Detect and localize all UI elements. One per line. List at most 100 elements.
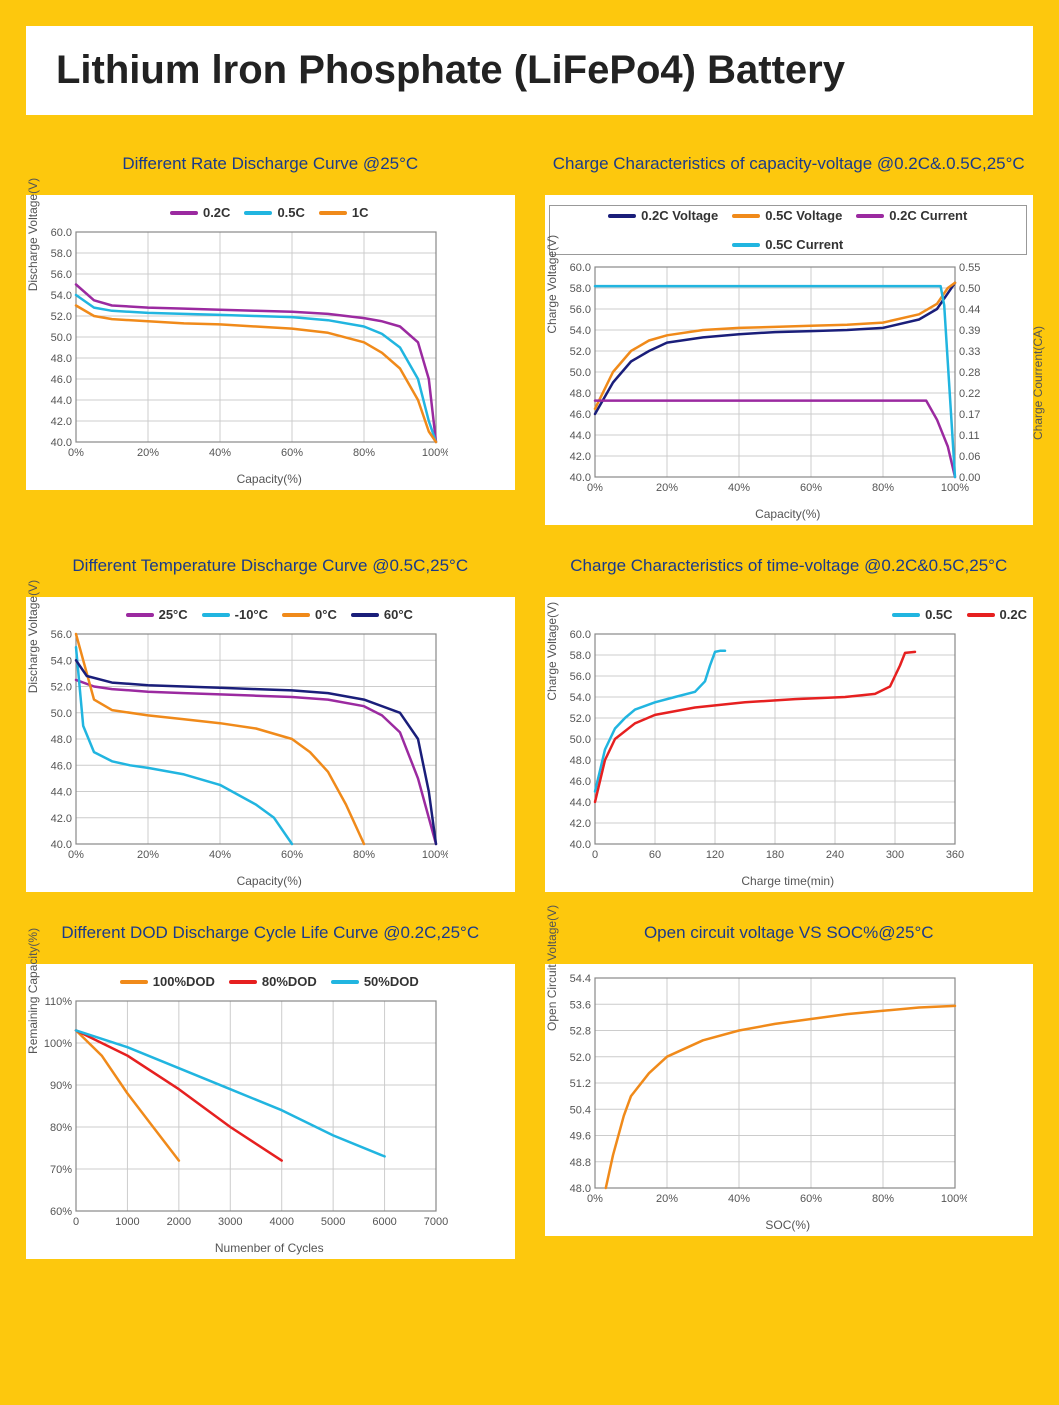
y-axis-label: Discharge Voltage(V) — [26, 580, 40, 693]
chart-legend: 0.5C 0.2C — [549, 607, 1028, 622]
y-axis-label: Charge Voltage(V) — [545, 602, 559, 701]
legend-label: 0.5C Current — [765, 237, 843, 252]
svg-text:44.0: 44.0 — [51, 395, 72, 407]
legend-swatch — [351, 613, 379, 617]
svg-text:120: 120 — [705, 849, 723, 861]
chart-title: Open circuit voltage VS SOC%@25°C — [545, 912, 1034, 954]
legend-label: 0.5C — [925, 607, 952, 622]
legend-label: 0.5C Voltage — [765, 208, 842, 223]
svg-text:46.0: 46.0 — [51, 760, 72, 772]
svg-text:2000: 2000 — [167, 1216, 191, 1228]
svg-text:4000: 4000 — [269, 1216, 293, 1228]
svg-text:52.0: 52.0 — [569, 713, 590, 725]
legend-swatch — [120, 980, 148, 984]
y-axis-label: Open Circuit Voltage(V) — [545, 905, 559, 1031]
y-axis-label: Remaining Capacity(%) — [26, 928, 40, 1054]
chart-plot-wrap: Discharge Voltage(V) 0%20%40%60%80%100%4… — [30, 226, 509, 470]
svg-text:40%: 40% — [727, 1193, 749, 1205]
svg-text:60%: 60% — [281, 849, 303, 861]
svg-text:1000: 1000 — [115, 1216, 139, 1228]
y-axis-label: Discharge Voltage(V) — [26, 178, 40, 291]
svg-text:48.8: 48.8 — [569, 1157, 590, 1169]
chart-cell-c5: Different DOD Discharge Cycle Life Curve… — [26, 912, 515, 1259]
svg-text:44.0: 44.0 — [569, 797, 590, 809]
page-title: Lithium lron Phosphate (LiFePo4) Battery — [56, 48, 1003, 93]
legend-label: 0°C — [315, 607, 337, 622]
legend-swatch — [608, 214, 636, 218]
svg-text:0.39: 0.39 — [959, 325, 980, 337]
svg-text:44.0: 44.0 — [51, 787, 72, 799]
legend-label: 0.2C — [1000, 607, 1027, 622]
chart-legend: 100%DOD 80%DOD 50%DOD — [30, 974, 509, 989]
svg-text:300: 300 — [885, 849, 903, 861]
x-axis-label: SOC(%) — [549, 1218, 1028, 1232]
chart-title: Different Temperature Discharge Curve @0… — [26, 545, 515, 587]
svg-text:0.11: 0.11 — [959, 430, 980, 442]
svg-text:48.0: 48.0 — [569, 388, 590, 400]
legend-label: 80%DOD — [262, 974, 317, 989]
legend-label: 0.5C — [277, 205, 304, 220]
chart-title: Charge Characteristics of capacity-volta… — [545, 143, 1034, 185]
chart-plot-wrap: Charge Voltage(V) Charge Courrent(CA) 0%… — [549, 261, 1028, 505]
svg-text:80%: 80% — [871, 482, 893, 494]
svg-text:110%: 110% — [45, 996, 73, 1008]
svg-text:80%: 80% — [871, 1193, 893, 1205]
legend-swatch — [229, 980, 257, 984]
legend-item: 0.5C Current — [732, 237, 843, 252]
svg-text:48.0: 48.0 — [51, 353, 72, 365]
chart-box: 0.2C Voltage 0.5C Voltage 0.2C Current 0… — [545, 195, 1034, 525]
svg-text:53.6: 53.6 — [569, 999, 590, 1011]
x-axis-label: Capacity(%) — [30, 472, 509, 486]
svg-text:100%: 100% — [422, 447, 448, 459]
svg-text:0.44: 0.44 — [959, 304, 980, 316]
legend-item: 1C — [319, 205, 369, 220]
svg-text:7000: 7000 — [424, 1216, 448, 1228]
chart-title: Different DOD Discharge Cycle Life Curve… — [26, 912, 515, 954]
legend-label: 100%DOD — [153, 974, 215, 989]
legend-label: 0.2C — [203, 205, 230, 220]
chart-legend: 0.2C Voltage 0.5C Voltage 0.2C Current 0… — [549, 205, 1028, 255]
legend-swatch — [892, 613, 920, 617]
svg-text:50.0: 50.0 — [51, 332, 72, 344]
legend-swatch — [732, 243, 760, 247]
svg-text:54.0: 54.0 — [51, 290, 72, 302]
svg-text:50.0: 50.0 — [569, 734, 590, 746]
legend-swatch — [202, 613, 230, 617]
svg-text:58.0: 58.0 — [569, 650, 590, 662]
y2-axis-label: Charge Courrent(CA) — [1031, 326, 1045, 440]
svg-text:40.0: 40.0 — [51, 839, 72, 851]
chart-title: Different Rate Discharge Curve @25°C — [26, 143, 515, 185]
chart-plot-wrap: Discharge Voltage(V) 0%20%40%60%80%100%4… — [30, 628, 509, 872]
svg-text:58.0: 58.0 — [51, 248, 72, 260]
legend-label: 0.2C Voltage — [641, 208, 718, 223]
svg-text:0.17: 0.17 — [959, 409, 980, 421]
chart-box: 0.5C 0.2C Charge Voltage(V) 060120180240… — [545, 597, 1034, 892]
chart-box: Open Circuit Voltage(V) 0%20%40%60%80%10… — [545, 964, 1034, 1236]
legend-swatch — [244, 211, 272, 215]
svg-text:56.0: 56.0 — [51, 269, 72, 281]
x-axis-label: Charge time(min) — [549, 874, 1028, 888]
svg-text:100%: 100% — [940, 1193, 966, 1205]
svg-text:60%: 60% — [799, 482, 821, 494]
svg-text:5000: 5000 — [321, 1216, 345, 1228]
svg-text:60.0: 60.0 — [569, 629, 590, 641]
svg-text:44.0: 44.0 — [569, 430, 590, 442]
legend-label: -10°C — [235, 607, 268, 622]
svg-text:51.2: 51.2 — [569, 1078, 590, 1090]
legend-item: 80%DOD — [229, 974, 317, 989]
chart-cell-c2: Charge Characteristics of capacity-volta… — [545, 143, 1034, 525]
charts-grid: Different Rate Discharge Curve @25°C 0.2… — [26, 143, 1033, 1259]
legend-swatch — [856, 214, 884, 218]
svg-text:20%: 20% — [137, 447, 159, 459]
svg-text:52.0: 52.0 — [569, 346, 590, 358]
svg-text:60: 60 — [648, 849, 660, 861]
legend-item: 0.2C Current — [856, 208, 967, 223]
legend-item: 0.5C — [892, 607, 952, 622]
svg-text:48.0: 48.0 — [569, 1183, 590, 1195]
x-axis-label: Capacity(%) — [549, 507, 1028, 521]
svg-text:60.0: 60.0 — [569, 262, 590, 274]
legend-item: 0°C — [282, 607, 337, 622]
legend-item: 0.5C — [244, 205, 304, 220]
svg-text:70%: 70% — [50, 1164, 72, 1176]
chart-box: 0.2C 0.5C 1C Discharge Voltage(V) 0%20%4… — [26, 195, 515, 490]
